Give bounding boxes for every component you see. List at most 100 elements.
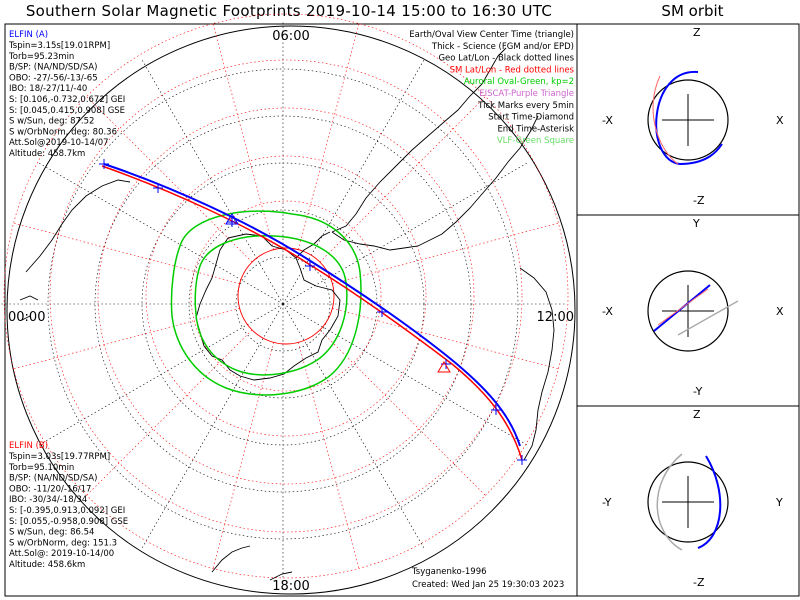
elfin-b-info: ELFIN (B) Tspin=3.03s[19.77RPM]Torb=95.1… xyxy=(8,441,128,570)
sm-panel: Y -Y -X X xyxy=(602,217,784,398)
sm-axis-label: -Z xyxy=(693,194,705,207)
info-line: OBO: -27/-56/-13/-65 xyxy=(9,73,98,83)
sm-axis-label: X xyxy=(776,114,784,127)
info-line: IBO: 18/-27/11/-40 xyxy=(9,84,87,94)
info-line: Att.Sol@2019-10-14/07 xyxy=(9,138,109,148)
info-line: OBO: -11/20/-16/17 xyxy=(9,484,91,494)
earth-circle xyxy=(647,461,729,543)
elfin-b-track xyxy=(101,165,523,461)
sm-grid xyxy=(3,13,569,579)
sm-axis-label: Y xyxy=(692,217,700,230)
sm-lon-line xyxy=(212,21,274,250)
sm-orbit-title: SM orbit xyxy=(661,2,724,20)
legend-item: End Time-Asterisk xyxy=(497,124,574,134)
legend-item: Auroral Oval-Green, kp=2 xyxy=(464,77,574,87)
south-america-coastline xyxy=(331,47,539,251)
time-label-bottom: 18:00 xyxy=(272,579,309,594)
legend-item: EISCAT-Purple Triangle xyxy=(479,89,574,99)
earth-circle xyxy=(647,270,729,352)
sm-orbit-b xyxy=(657,288,709,326)
geo-lat-circle xyxy=(235,256,331,352)
auroral-oval-outer xyxy=(170,210,362,396)
auroral-oval-inner xyxy=(194,235,348,376)
legend-item: Start Time-Diamond xyxy=(488,113,574,123)
info-line: Tspin=3.15s[19.01RPM] xyxy=(8,41,110,51)
auroral-ovals xyxy=(170,210,362,396)
info-line: Tspin=3.03s[19.77RPM] xyxy=(8,452,110,462)
sm-axis-label: -Y xyxy=(602,496,612,509)
sm-lon-line xyxy=(298,342,360,571)
sm-lat-circle xyxy=(49,59,523,533)
legend: Earth/Oval View Center Time (triangle) Th… xyxy=(409,30,574,146)
sm-orbit-a xyxy=(655,70,723,166)
credit-created: Created: Wed Jan 25 19:30:03 2023 xyxy=(412,580,564,590)
sm-orbit-b xyxy=(652,75,679,165)
sm-axis-label: Y xyxy=(775,496,783,509)
legend-item: SM Lat/Lon - Red dotted lines xyxy=(450,65,575,75)
page-title: Southern Solar Magnetic Footprints 2019-… xyxy=(25,2,553,20)
sm-lon-line xyxy=(332,222,561,284)
sm-panel: Z -Z -Y Y xyxy=(602,408,783,589)
geo-lon-line xyxy=(140,57,284,305)
tick-mark xyxy=(153,183,163,193)
sm-axis-label: -X xyxy=(602,114,613,127)
sm-lon-line xyxy=(319,329,488,498)
elfin-a-info: ELFIN (A) Tspin=3.15s[19.01RPM]Torb=95.2… xyxy=(8,30,125,159)
info-line: S: [0.106,-0.732,0.672] GEI xyxy=(9,95,125,105)
sm-lon-line xyxy=(298,21,360,250)
sm-lon-line xyxy=(212,342,274,571)
sm-lat-circle xyxy=(145,155,427,437)
sm-axis-label: Z xyxy=(693,408,701,421)
geo-lon-line xyxy=(282,303,426,551)
legend-item: VLF-Green Square xyxy=(497,136,574,146)
sm-orbit-panels: Z -Z -X X Y -Y -X X Z -Z -Y Y xyxy=(602,26,784,589)
sm-axis-label: -X xyxy=(602,305,613,318)
tick-mark xyxy=(99,159,109,169)
coastlines xyxy=(19,47,555,581)
sm-axis-label: X xyxy=(776,305,784,318)
elfin-a-name: ELFIN (A) xyxy=(9,30,48,40)
geo-lat-circle xyxy=(47,68,519,540)
info-line: IBO: -30/34/-18/34 xyxy=(9,495,87,505)
sm-lat-circle xyxy=(97,107,475,485)
geo-lon-line xyxy=(282,161,530,305)
polar-map xyxy=(0,13,576,595)
info-line: Torb=95.23min xyxy=(8,52,74,62)
elfin-b-name: ELFIN (B) xyxy=(9,441,48,451)
view-center-triangle-a xyxy=(225,213,239,225)
geo-lon-line xyxy=(282,57,426,305)
info-line: S w/OrbNorm, deg: 151.3 xyxy=(9,538,117,548)
sm-lat-circle xyxy=(190,200,382,392)
info-line: Altitude: 458.7km xyxy=(9,149,85,159)
sm-axis-label: Z xyxy=(693,26,701,39)
australia-coastline xyxy=(19,179,131,321)
sm-lon-line xyxy=(11,222,240,284)
sm-lat-circle xyxy=(3,13,569,579)
map-horizon xyxy=(6,25,576,595)
tick-mark xyxy=(227,217,237,227)
geo-lon-line xyxy=(140,303,284,551)
tick-mark xyxy=(305,261,315,271)
sm-lon-line xyxy=(332,308,561,370)
tick-mark xyxy=(517,455,527,465)
geo-lon-line xyxy=(36,161,284,305)
info-line: S w/OrbNorm, deg: 80.36 xyxy=(9,127,117,137)
info-line: S: [0.045,0.415,0.908] GSE xyxy=(9,106,125,116)
elfin-a-track xyxy=(103,163,521,447)
legend-item: Earth/Oval View Center Time (triangle) xyxy=(409,30,574,40)
geo-lon-line xyxy=(36,303,284,447)
geo-grid xyxy=(0,20,576,595)
info-line: S w/Sun, deg: 87.52 xyxy=(9,117,94,127)
legend-item: Geo Lat/Lon - Black dotted lines xyxy=(438,54,574,64)
view-center-triangle-b xyxy=(437,361,451,373)
sm-axis-label: -Y xyxy=(693,385,703,398)
sm-lon-line xyxy=(84,94,253,263)
legend-item: Thick - Science (FGM and/or EPD) xyxy=(431,42,574,52)
time-label-left: 00:00 xyxy=(8,310,45,325)
time-label-right: 12:00 xyxy=(537,310,574,325)
info-line: Torb=95.10min xyxy=(8,463,74,473)
sm-lon-line xyxy=(11,308,240,370)
antarctica-coastline xyxy=(195,233,341,381)
sm-panel-3-frame xyxy=(576,405,800,597)
